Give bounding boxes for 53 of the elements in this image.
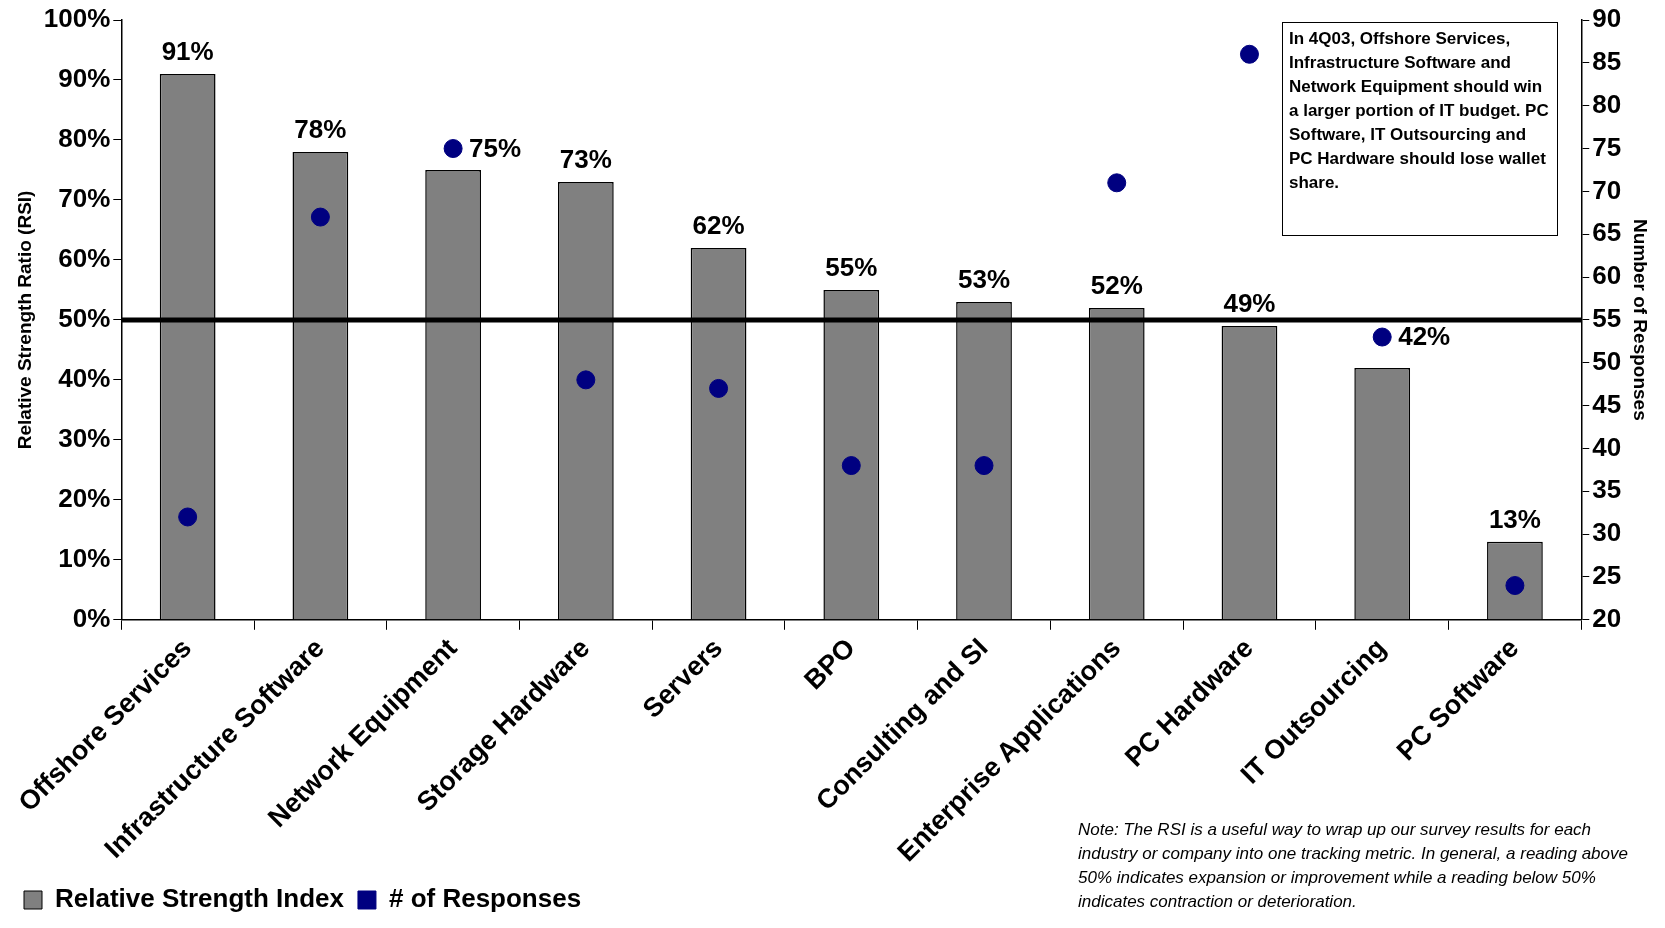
data-label: 13% bbox=[1488, 503, 1541, 534]
callout-box: In 4Q03, Offshore Services, Infrastructure Software and Network Equipment should win a larger portion of IT budget. PC Software, IT Outsourcing and PC Hardware should lose wallet share. bbox=[1282, 22, 1558, 236]
point bbox=[576, 370, 596, 390]
text: Note: The RSI is a useful way to wrap up our survey results for each industry or company into one tracking metric. In general, a reading above 50% indicates expansion or improvement while a reading below 50% indicates contraction or deterioration. bbox=[1078, 819, 1629, 913]
y-tick-label: 0% bbox=[72, 602, 111, 633]
point bbox=[310, 207, 330, 227]
data-label: 78% bbox=[294, 114, 347, 145]
data-label: 91% bbox=[161, 36, 214, 67]
point bbox=[443, 139, 463, 159]
y-tick-label: 10% bbox=[58, 542, 111, 573]
data-label: 73% bbox=[559, 144, 612, 175]
y-tick-label: 20% bbox=[58, 483, 111, 513]
y2-tick-label: 20 bbox=[1592, 602, 1622, 633]
y2-tick-label: 80 bbox=[1592, 88, 1622, 119]
data-label: 42% bbox=[1398, 321, 1451, 352]
y-tick-label: 100% bbox=[43, 3, 111, 34]
y2-tick-label: 75 bbox=[1592, 131, 1622, 162]
point bbox=[1239, 44, 1259, 64]
y2-tick-label: 65 bbox=[1592, 217, 1622, 248]
legend-label: Relative Strength Index bbox=[55, 883, 345, 914]
y2-axis-title: Number of Responses bbox=[1630, 219, 1652, 421]
y2-tick-label: 35 bbox=[1592, 474, 1622, 505]
data-label: 62% bbox=[692, 210, 745, 241]
point bbox=[1372, 327, 1392, 347]
y2-tick-label: 85 bbox=[1592, 46, 1622, 77]
data-label: 52% bbox=[1090, 270, 1143, 301]
legend-label: # of Responses bbox=[388, 883, 582, 914]
y2-tick-label: 60 bbox=[1592, 260, 1622, 291]
y2-tick-label: 45 bbox=[1592, 388, 1622, 419]
y2-tick-label: 50 bbox=[1592, 345, 1622, 376]
point bbox=[1107, 173, 1127, 193]
point bbox=[974, 456, 994, 476]
y-tick-label: 50% bbox=[58, 303, 111, 334]
y-tick-label: 40% bbox=[58, 363, 111, 394]
y2-tick-label: 55 bbox=[1592, 303, 1622, 334]
y-tick-label: 30% bbox=[58, 423, 111, 454]
data-label: 53% bbox=[957, 264, 1011, 295]
point bbox=[709, 378, 729, 398]
point bbox=[841, 456, 861, 476]
y-tick-label: 70% bbox=[58, 183, 111, 214]
y-tick-label: 60% bbox=[58, 243, 111, 274]
y2-tick-label: 40 bbox=[1592, 431, 1622, 462]
y-tick-label: 90% bbox=[58, 63, 111, 94]
y-tick-label: 80% bbox=[58, 123, 111, 154]
y-axis-title: Relative Strength Ratio (RSI) bbox=[13, 190, 35, 450]
data-label: 55% bbox=[825, 252, 878, 283]
data-label: 75% bbox=[469, 132, 522, 163]
y2-tick-label: 25 bbox=[1592, 560, 1622, 591]
y2-tick-label: 30 bbox=[1592, 517, 1622, 548]
y2-tick-label: 90 bbox=[1592, 3, 1622, 34]
y2-tick-label: 70 bbox=[1592, 174, 1622, 205]
point bbox=[178, 507, 198, 527]
data-label: 49% bbox=[1223, 288, 1276, 319]
